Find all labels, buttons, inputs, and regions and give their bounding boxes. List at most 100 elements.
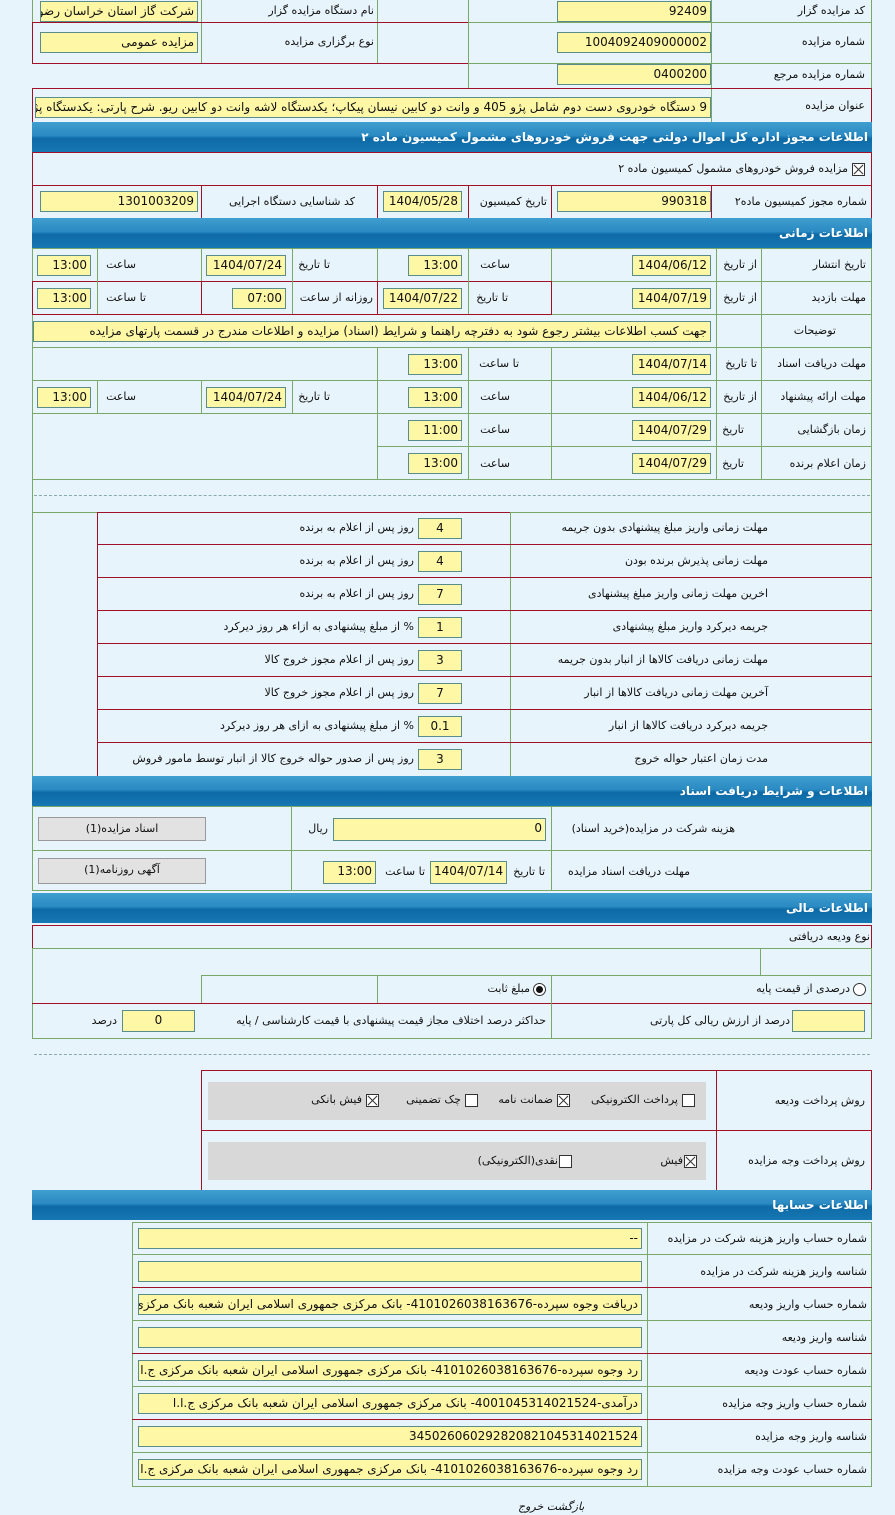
visit-until-field[interactable]: 13:00 <box>37 288 91 309</box>
deposit-method-label: روش پرداخت ودیعه <box>774 1094 865 1107</box>
back-link[interactable]: بازگشت <box>546 1500 585 1513</box>
offer-time2-field[interactable]: 13:00 <box>37 387 91 408</box>
winner-label: زمان اعلام برنده <box>789 457 866 470</box>
opening-date-field[interactable]: 1404/07/29 <box>632 420 711 441</box>
account-value-field[interactable]: درآمدی-4001045314021524- بانک مرکزی جمهو… <box>138 1393 642 1414</box>
percent-radio[interactable] <box>853 983 866 996</box>
number-label: شماره مزایده <box>801 35 865 48</box>
deadline-value-field[interactable]: 7 <box>418 584 462 605</box>
code-field[interactable]: 92409 <box>557 1 711 22</box>
account-value-field[interactable]: رد وجوه سپرده-4101026038163676- بانک مرک… <box>138 1360 642 1381</box>
deposit-cheque-label: چک تضمینی <box>406 1093 461 1106</box>
max-diff-label: حداکثر درصد اختلاف مجاز قیمت پیشنهادی با… <box>236 1014 546 1027</box>
deadline-value-field[interactable]: 3 <box>418 650 462 671</box>
notes-field[interactable]: جهت کسب اطلاعات بیشتر رجوع شود به دفترچه… <box>33 321 711 342</box>
publish-time2-field[interactable]: 13:00 <box>37 255 91 276</box>
account-value-field[interactable] <box>138 1327 642 1348</box>
account-value-field[interactable]: -- <box>138 1228 642 1249</box>
title-label: عنوان مزایده <box>805 99 865 112</box>
publish-time2-label: ساعت <box>106 258 136 271</box>
account-label: شماره حساب واریز ودیعه <box>748 1298 867 1311</box>
org-field[interactable]: شرکت گاز استان خراسان رضوی <box>40 1 198 22</box>
type-field[interactable]: مزایده عمومی <box>40 32 198 53</box>
deposit-options <box>32 948 872 1039</box>
opening-time-field[interactable]: 11:00 <box>408 420 462 441</box>
offer-to-field[interactable]: 1404/07/24 <box>206 387 286 408</box>
deadline-label: آخرین مهلت زمانی دریافت کالاها از انبار <box>584 686 768 699</box>
max-diff-field[interactable]: 0 <box>122 1010 195 1032</box>
account-value-field[interactable] <box>138 1261 642 1282</box>
deposit-cheque-checkbox[interactable] <box>465 1094 478 1107</box>
deadline-value-field[interactable]: 7 <box>418 683 462 704</box>
deadline-value-field[interactable]: 1 <box>418 617 462 638</box>
account-value-field[interactable]: دریافت وجوه سپرده-4101026038163676- بانک… <box>138 1294 642 1315</box>
accounts-table <box>132 1222 872 1487</box>
offer-from-field[interactable]: 1404/06/12 <box>632 387 711 408</box>
exit-link[interactable]: خروج <box>518 1500 544 1513</box>
visit-label: مهلت بازدید <box>811 291 866 304</box>
fixed-radio[interactable] <box>533 983 546 996</box>
deposit-pay-electronic-label: پرداخت الکترونیکی <box>591 1093 678 1106</box>
accounts-header: اطلاعات حسابها <box>32 1190 872 1220</box>
deposit-guarantee-checkbox[interactable] <box>557 1094 570 1107</box>
permit-no-field[interactable]: 990318 <box>557 191 711 212</box>
payment-cash-electronic-checkbox[interactable] <box>559 1155 572 1168</box>
documents-header: اطلاعات و شرایط دریافت اسناد <box>32 776 872 806</box>
commission-checkbox[interactable] <box>852 163 865 176</box>
exec-code-label: کد شناسایی دستگاه اجرایی <box>228 195 355 208</box>
publish-time1-label: ساعت <box>480 258 510 271</box>
offer-time1-field[interactable]: 13:00 <box>408 387 462 408</box>
deadline-unit: روز پس از اعلام به برنده <box>299 521 414 534</box>
commission-date-field[interactable]: 1404/05/28 <box>383 191 462 212</box>
auction-documents-button[interactable]: اسناد مزایده(1) <box>38 817 206 841</box>
payment-receipt-checkbox[interactable] <box>684 1155 697 1168</box>
account-value-field[interactable]: رد وجوه سپرده-4101026038163676- بانک مرک… <box>138 1459 642 1480</box>
docs-to-field[interactable]: 1404/07/14 <box>632 354 711 375</box>
offer-label: مهلت ارائه پیشنهاد <box>780 390 866 403</box>
account-label: شماره حساب عودت ودیعه <box>744 1364 867 1377</box>
docs2-to-field[interactable]: 1404/07/14 <box>430 861 507 884</box>
deadline-value-field[interactable]: 0.1 <box>418 716 462 737</box>
newspaper-ad-button[interactable]: آگهی روزنامه(1) <box>38 858 206 884</box>
deposit-pay-electronic-checkbox[interactable] <box>682 1094 695 1107</box>
deadline-row <box>97 710 872 743</box>
deadline-label: جریمه دیرکرد واریز مبلغ پیشنهادی <box>612 620 768 633</box>
account-row-divider <box>132 1287 872 1288</box>
publish-to-field[interactable]: 1404/07/24 <box>206 255 286 276</box>
permit-no-label: شماره مجوز کمیسیون ماده۲ <box>734 195 867 208</box>
fee-field[interactable]: 0 <box>333 818 546 841</box>
percent-field[interactable] <box>792 1010 865 1032</box>
deposit-methods-group <box>208 1082 706 1120</box>
winner-date-field[interactable]: 1404/07/29 <box>632 453 711 474</box>
account-value-field[interactable]: 345026060292820821045314021524 <box>138 1426 642 1447</box>
visit-to-field[interactable]: 1404/07/22 <box>383 288 462 309</box>
spacer-row <box>32 479 872 513</box>
docs-time-label: تا ساعت <box>479 357 519 370</box>
payment-receipt-label: فیش <box>660 1154 683 1167</box>
deadline-unit: روز پس از اعلام مجوز خروج کالا <box>264 653 415 666</box>
deposit-bank-receipt-checkbox[interactable] <box>366 1094 379 1107</box>
payment-methods-group <box>208 1142 706 1180</box>
title-field[interactable]: 9 دستگاه خودروی دست دوم شامل پژو 405 و و… <box>35 97 711 118</box>
deadline-value-field[interactable]: 3 <box>418 749 462 770</box>
docs-time-field[interactable]: 13:00 <box>408 354 462 375</box>
visit-until-label: تا ساعت <box>106 291 146 304</box>
visit-daily-label: روزانه از ساعت <box>299 291 373 304</box>
exec-code-field[interactable]: 1301003209 <box>40 191 198 212</box>
visit-daily-field[interactable]: 07:00 <box>232 288 286 309</box>
docs2-to-label: تا تاریخ <box>513 865 545 878</box>
deadline-unit: % از مبلغ پیشنهادی به ازاء هر روز دیرکرد <box>223 620 414 633</box>
number-field[interactable]: 1004092409000002 <box>557 32 711 53</box>
notes-label: توضیحات <box>793 324 836 337</box>
publish-from-field[interactable]: 1404/06/12 <box>632 255 711 276</box>
deposit-bank-receipt-label: فیش بانکی <box>311 1093 362 1106</box>
percent-radio-label: درصدی از قیمت پایه <box>756 982 850 995</box>
ref-field[interactable]: 0400200 <box>557 64 711 85</box>
visit-from-field[interactable]: 1404/07/19 <box>632 288 711 309</box>
winner-time-field[interactable]: 13:00 <box>408 453 462 474</box>
deadline-value-field[interactable]: 4 <box>418 551 462 572</box>
publish-time1-field[interactable]: 13:00 <box>408 255 462 276</box>
code-label: کد مزایده گزار <box>797 4 865 17</box>
docs2-time-field[interactable]: 13:00 <box>323 861 376 884</box>
deadline-value-field[interactable]: 4 <box>418 518 462 539</box>
